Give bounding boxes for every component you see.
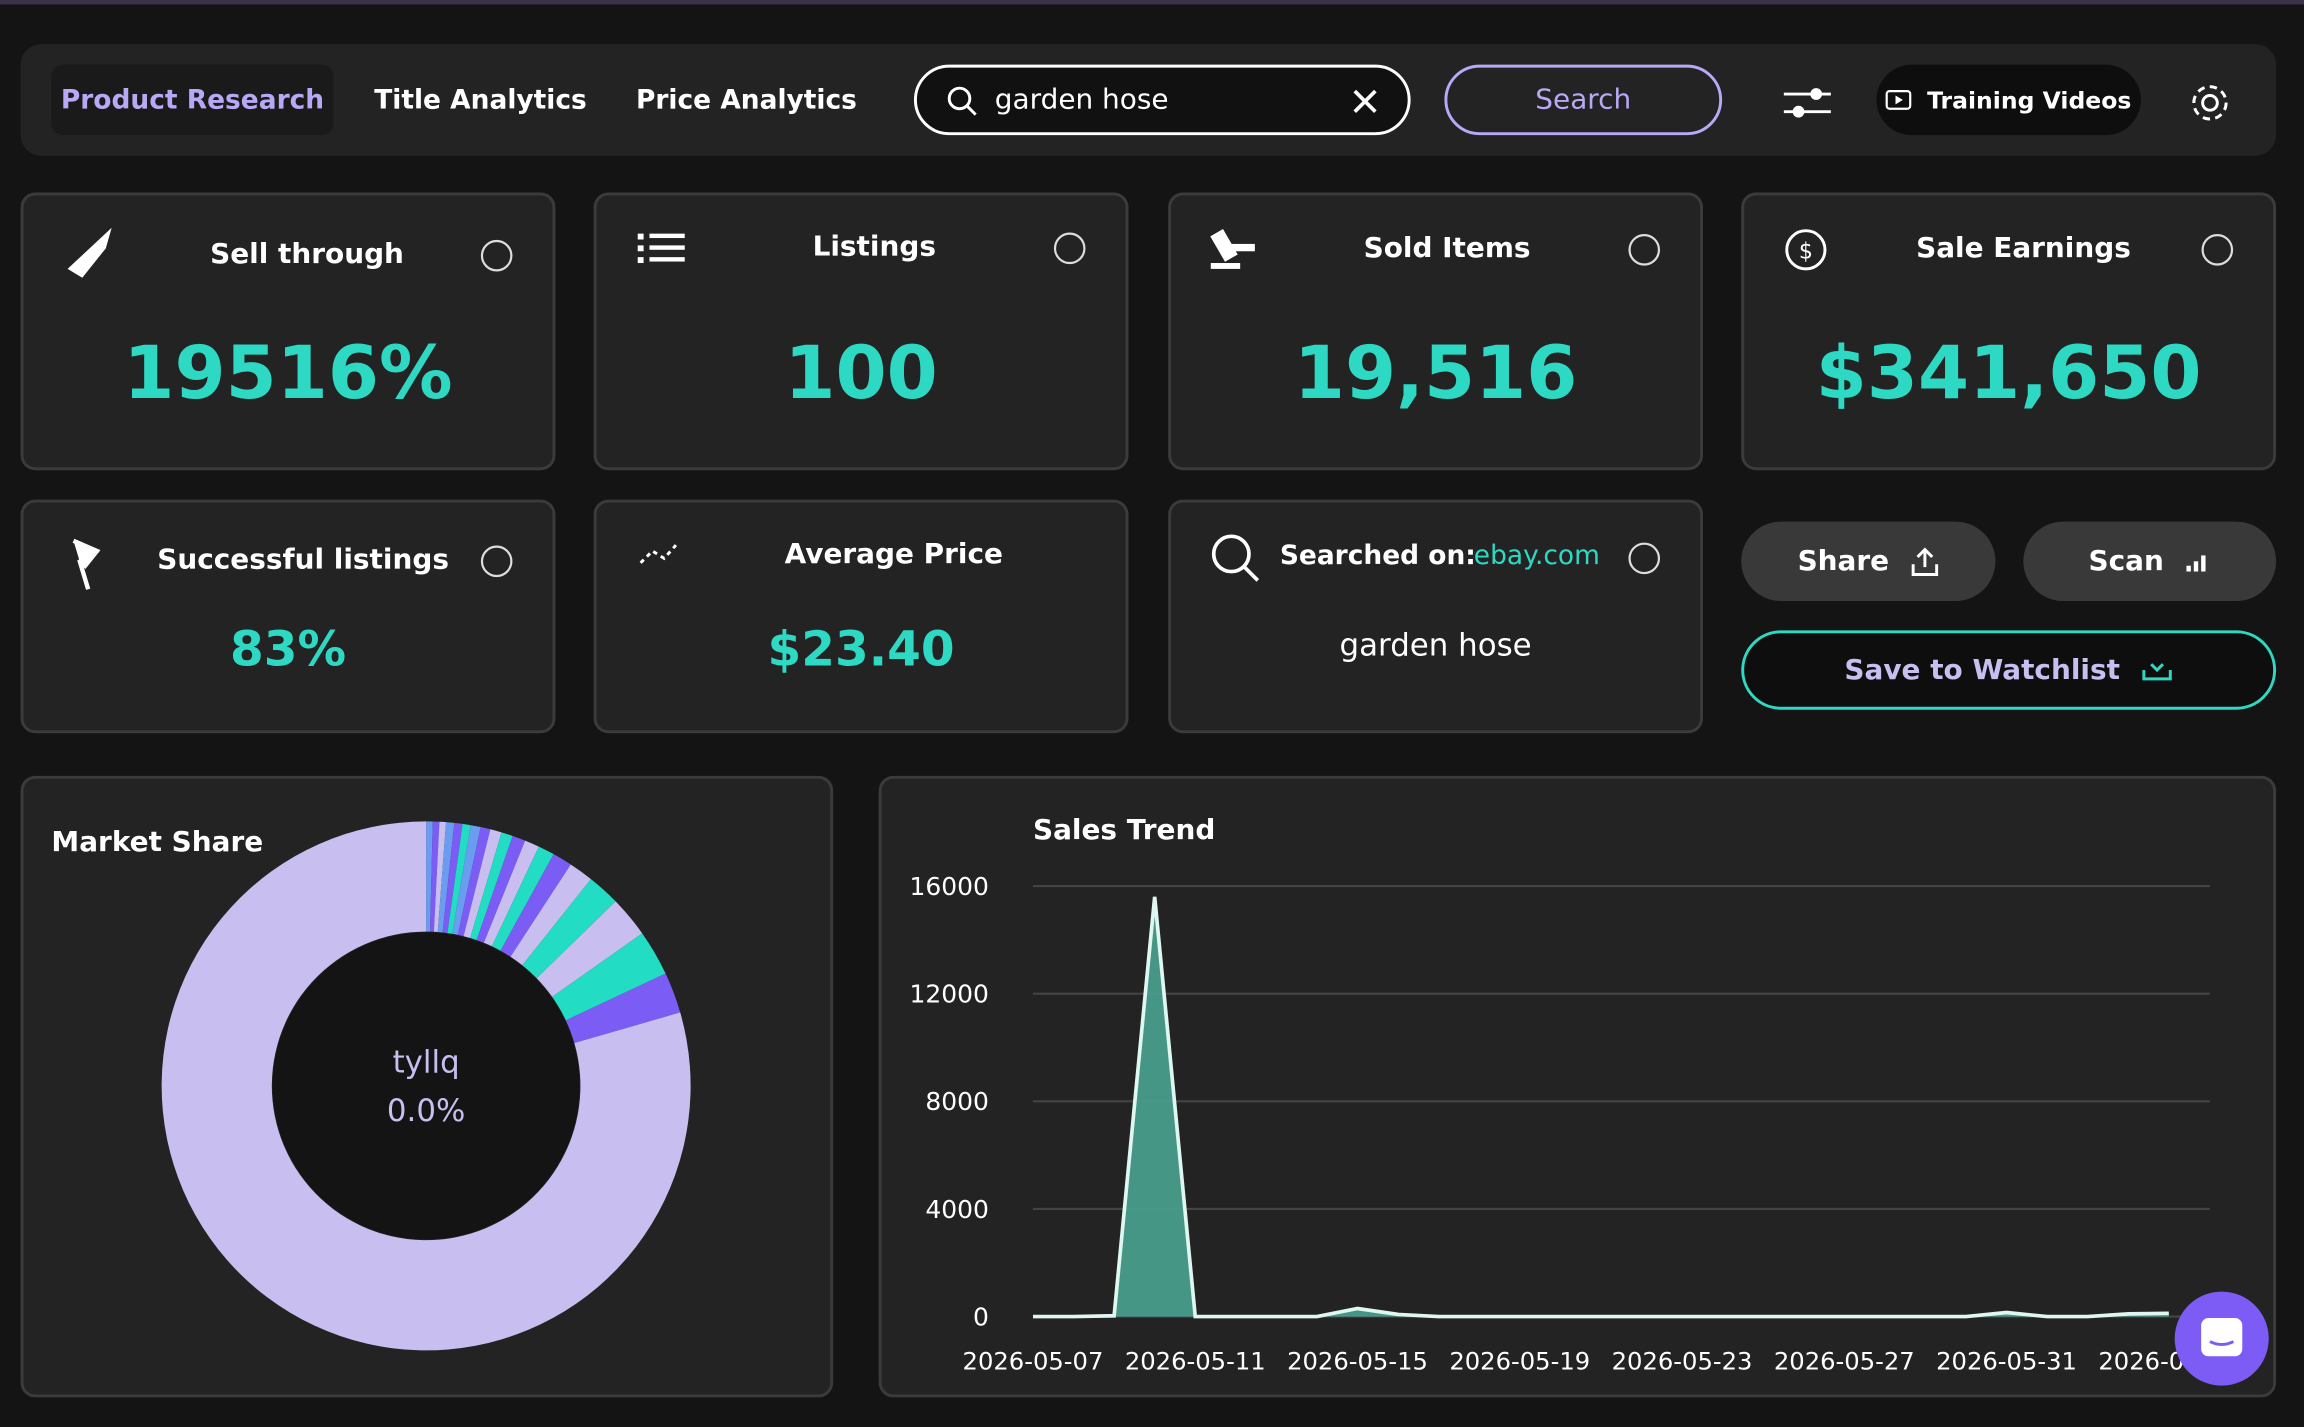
searched-label: Searched on: <box>1279 540 1476 572</box>
pie-slice <box>426 821 433 932</box>
search-box[interactable]: garden hose <box>913 64 1411 136</box>
y-tick-label: 4000 <box>925 1195 989 1224</box>
training-text: Training Videos <box>1927 85 2132 114</box>
stat-value: 100 <box>784 330 938 416</box>
pie-slice <box>463 829 502 938</box>
y-tick-label: 8000 <box>925 1087 989 1116</box>
x-tick-label: 2026-05-23 <box>1612 1346 1753 1375</box>
sales-trend-card <box>878 775 2277 1398</box>
chart-title: Market Share <box>51 825 264 859</box>
x-tick-label: 2026-05-31 <box>1936 1346 2077 1375</box>
stat-card <box>1168 192 1704 471</box>
x-tick-label: 2026-05-27 <box>1774 1346 1915 1375</box>
x-tick-label: 2026-05-07 <box>963 1346 1104 1375</box>
chat-button[interactable] <box>2174 1291 2269 1386</box>
center-label: tyllq <box>393 1045 460 1081</box>
tab[interactable]: Product Research <box>51 64 334 136</box>
pie-slice <box>430 821 440 932</box>
pie-hole <box>272 932 580 1240</box>
y-tick-label: 12000 <box>909 979 988 1008</box>
x-tick-label: 2026-05-19 <box>1449 1346 1590 1375</box>
stat-card <box>1741 192 2277 471</box>
searched-query: garden hose <box>1339 627 1532 663</box>
x-tick-label: 2026-05-15 <box>1287 1346 1428 1375</box>
pie-slice <box>552 933 666 1021</box>
stat-title: Sell through <box>210 238 404 271</box>
center-value: 0.0% <box>387 1093 465 1129</box>
stat-title: Sale Earnings <box>1916 232 2131 265</box>
searched-site[interactable]: ebay.com <box>1473 540 1600 572</box>
tab[interactable]: Price Analytics <box>635 84 857 116</box>
pie-slice <box>491 846 554 951</box>
tab[interactable]: Title Analytics <box>374 84 587 116</box>
stat-card <box>593 499 1129 734</box>
watchlist-icon <box>2142 663 2172 681</box>
stat-card <box>20 499 556 734</box>
pie-slice <box>536 901 643 997</box>
search-text: garden hose <box>994 83 1169 117</box>
search-card <box>1168 499 1704 734</box>
pie-slice <box>433 821 447 933</box>
settings-icon[interactable] <box>2186 79 2233 126</box>
pie-slice <box>161 821 691 1351</box>
chat-icon <box>2201 1318 2243 1357</box>
pie-slice <box>437 822 455 933</box>
stat-value: 19,516 <box>1293 330 1578 416</box>
pie-slice <box>470 832 513 941</box>
watchlist-text: Save to Watchlist <box>1844 653 2120 687</box>
line <box>1032 896 2169 1319</box>
area <box>1032 896 2169 1317</box>
stat-title: Average Price <box>784 537 1003 571</box>
stat-title: Listings <box>812 230 936 264</box>
share-icon <box>1911 547 1938 577</box>
search-icon <box>947 86 977 116</box>
search-button[interactable]: Search <box>1444 64 1723 136</box>
pie-slice <box>447 823 471 934</box>
pie-slice <box>483 840 539 947</box>
stat-title: Successful listings <box>157 543 449 577</box>
pie-slice <box>457 827 491 937</box>
training-button[interactable]: Training Videos <box>1876 64 2141 136</box>
video-icon <box>1886 90 1913 110</box>
stat-value: $341,650 <box>1815 330 2202 416</box>
pie-slice <box>442 822 463 934</box>
pie-slice <box>476 835 526 943</box>
pie-slice <box>452 825 481 935</box>
scan-button[interactable]: Scan <box>2023 521 2277 601</box>
x-tick-label: 2026-05-11 <box>1125 1346 1266 1375</box>
stat-title: Sold Items <box>1363 232 1531 265</box>
share-button[interactable]: Share <box>1741 521 1996 601</box>
pie-slice <box>510 864 591 966</box>
y-tick-label: 16000 <box>909 872 988 901</box>
pie-slice <box>565 973 681 1044</box>
pie-slice <box>500 854 571 957</box>
pie-slice <box>522 879 616 979</box>
stat-value: 19516% <box>123 330 453 416</box>
share-text: Share <box>1797 545 1890 578</box>
stat-value: $23.40 <box>767 620 955 678</box>
filter-icon[interactable] <box>1781 84 1834 122</box>
clear-icon[interactable] <box>1352 88 1378 114</box>
charts: tyllq 0.0% 0 4000 8000 12000 16000 2026-05-07 20… <box>161 821 2239 1375</box>
y-tick-label: 0 <box>973 1302 989 1331</box>
scan-text: Scan <box>2088 545 2164 578</box>
stat-card <box>593 192 1129 471</box>
watchlist-button[interactable]: Save to Watchlist <box>1741 630 2277 710</box>
chart-title: Sales Trend <box>1032 814 1216 847</box>
scan-icon <box>2185 555 2206 572</box>
stat-value: 83% <box>229 620 347 678</box>
